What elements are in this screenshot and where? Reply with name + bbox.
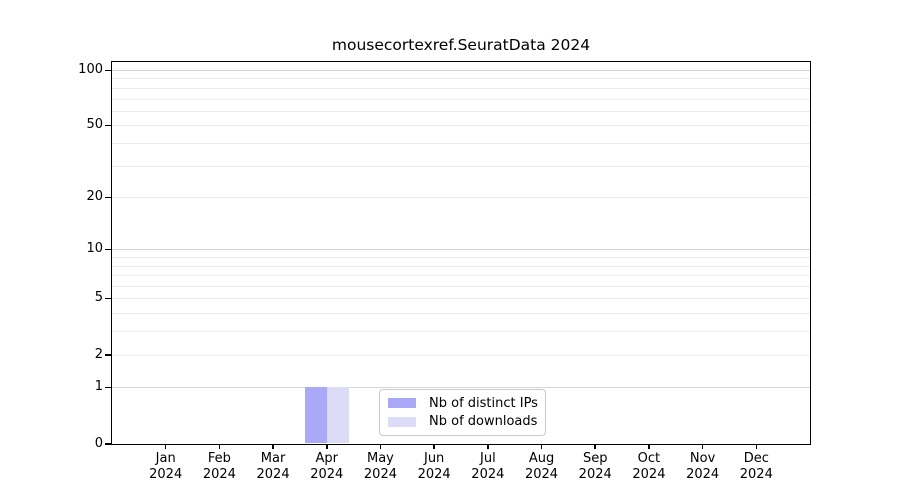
- bar-distinct-ips: [304, 387, 327, 444]
- x-tick-mark: [164, 444, 167, 449]
- legend-item-downloads: Nb of downloads: [386, 414, 539, 429]
- y-gridline-minor: [112, 142, 810, 144]
- y-gridline-major: [112, 249, 810, 251]
- x-tick-mark: [379, 444, 382, 449]
- y-gridline-major: [112, 70, 810, 71]
- x-tick-label: Dec 2024: [739, 451, 773, 482]
- y-gridline-minor: [112, 98, 810, 100]
- y-tick-mark: [105, 297, 111, 300]
- legend: Nb of distinct IPs Nb of downloads: [379, 389, 546, 436]
- x-tick-mark: [540, 444, 543, 449]
- y-gridline-minor: [112, 275, 810, 277]
- chart-title: mousecortexref.SeuratData 2024: [331, 36, 591, 54]
- y-tick-mark: [105, 354, 111, 356]
- y-gridline-minor: [112, 298, 810, 300]
- x-tick-label: May 2024: [363, 451, 397, 482]
- x-tick-mark: [594, 444, 596, 449]
- y-gridline-minor: [112, 313, 810, 315]
- x-tick-mark: [648, 444, 650, 449]
- y-tick-label: 2: [94, 346, 103, 362]
- x-tick-label: Jul 2024: [471, 451, 505, 482]
- y-tick-mark: [105, 69, 111, 71]
- x-tick-label: Apr 2024: [310, 451, 344, 482]
- x-tick-label: Jan 2024: [149, 451, 183, 482]
- x-tick-mark: [487, 444, 489, 449]
- y-gridline-minor: [112, 110, 810, 112]
- y-gridline-minor: [112, 197, 810, 199]
- y-tick-mark: [105, 386, 111, 389]
- y-gridline-minor: [112, 354, 810, 356]
- y-gridline-major: [112, 387, 810, 389]
- y-tick-mark: [105, 124, 111, 127]
- x-tick-mark: [272, 444, 274, 449]
- y-tick-mark: [105, 248, 111, 251]
- y-gridline-minor: [112, 78, 810, 80]
- x-tick-label: Oct 2024: [632, 451, 666, 482]
- legend-item-distinct-ips: Nb of distinct IPs: [386, 396, 539, 411]
- x-tick-label: Jun 2024: [417, 451, 451, 482]
- y-tick-label: 5: [94, 290, 103, 306]
- y-gridline-minor: [112, 125, 810, 127]
- legend-label-distinct-ips: Nb of distinct IPs: [429, 395, 538, 411]
- x-tick-label: Mar 2024: [256, 451, 290, 482]
- y-gridline-minor: [112, 265, 810, 267]
- x-tick-mark: [701, 444, 704, 449]
- bar-downloads: [326, 387, 349, 444]
- x-tick-label: Feb 2024: [202, 451, 236, 482]
- plot-area: [110, 61, 811, 445]
- y-tick-label: 100: [78, 62, 103, 77]
- y-tick-label: 0: [94, 435, 103, 451]
- y-tick-label: 10: [86, 241, 103, 257]
- legend-swatch-distinct-ips: [388, 398, 416, 409]
- y-tick-label: 20: [86, 189, 103, 205]
- x-tick-mark: [218, 444, 221, 449]
- y-tick-label: 50: [86, 117, 103, 133]
- y-gridline-minor: [112, 87, 810, 89]
- x-tick-label: Nov 2024: [686, 451, 720, 482]
- y-tick-mark: [105, 443, 111, 445]
- y-gridline-minor: [112, 257, 810, 259]
- legend-swatch-downloads: [388, 416, 416, 427]
- y-tick-mark: [105, 196, 111, 199]
- x-tick-mark: [755, 444, 758, 449]
- y-gridline-minor: [112, 165, 810, 167]
- y-gridline-minor: [112, 331, 810, 333]
- legend-label-downloads: Nb of downloads: [429, 414, 538, 430]
- y-tick-label: 1: [94, 379, 103, 395]
- x-tick-mark: [326, 444, 328, 449]
- x-tick-mark: [433, 444, 435, 449]
- x-tick-label: Aug 2024: [524, 451, 559, 482]
- x-tick-label: Sep 2024: [578, 451, 612, 482]
- y-gridline-minor: [112, 286, 810, 288]
